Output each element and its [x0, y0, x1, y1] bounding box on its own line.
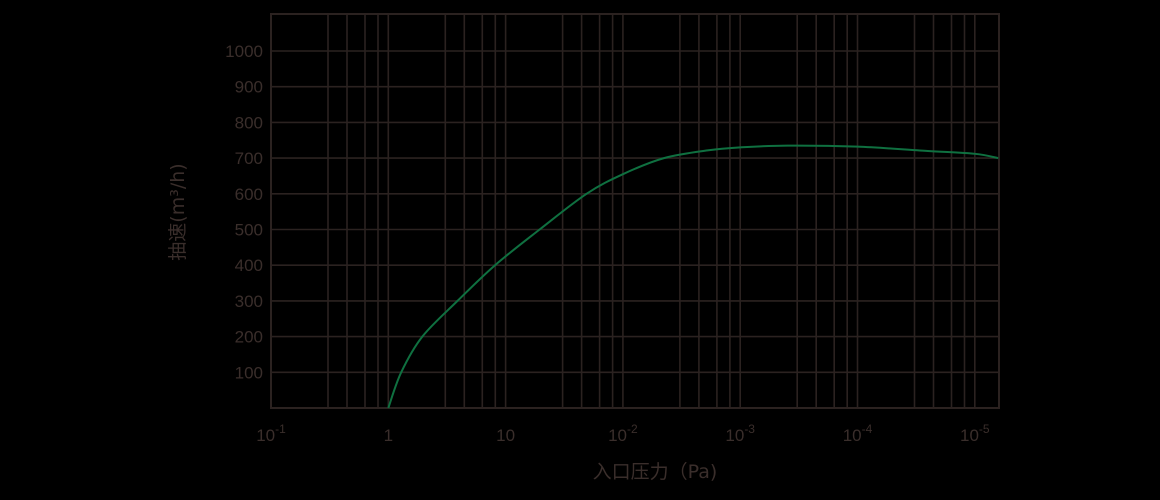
- y-tick-label: 800: [235, 113, 263, 132]
- y-tick-label: 400: [235, 256, 263, 275]
- horizontal-gridlines: [271, 50, 999, 374]
- vertical-gridlines: [327, 14, 976, 408]
- x-tick-label: 10-4: [843, 422, 873, 445]
- x-tick-label: 10-3: [725, 422, 755, 445]
- y-tick-label: 900: [235, 78, 263, 97]
- x-tick-label: 1: [384, 426, 393, 445]
- pumping-speed-curve: [387, 144, 999, 409]
- y-axis-tick-labels: 100 200 300 400 500 600 700 800 900 1000: [225, 42, 263, 382]
- y-tick-label: 300: [235, 292, 263, 311]
- y-tick-label: 500: [235, 221, 263, 240]
- x-tick-label: 10: [496, 426, 515, 445]
- y-tick-label: 700: [235, 149, 263, 168]
- y-axis-title: 抽速(m³/h): [167, 163, 189, 260]
- y-tick-label: 600: [235, 185, 263, 204]
- x-tick-label: 10-1: [256, 422, 286, 445]
- y-tick-label: 200: [235, 328, 263, 347]
- x-axis-title: 入口压力（Pa): [593, 461, 718, 483]
- y-tick-label: 1000: [225, 42, 263, 61]
- x-tick-label: 10-5: [960, 422, 990, 445]
- x-axis-tick-labels: 10-1 1 10 10-2 10-3 10-4 10-5: [256, 422, 990, 445]
- x-tick-label: 10-2: [608, 422, 638, 445]
- plot-frame: [270, 13, 1000, 409]
- y-tick-label: 100: [235, 363, 263, 382]
